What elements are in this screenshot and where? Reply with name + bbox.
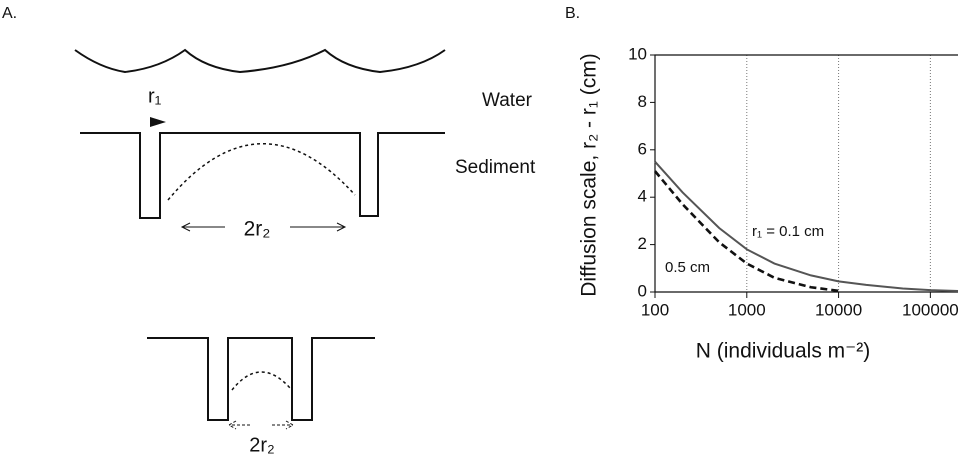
series-line	[654, 160, 959, 293]
diffusion-arc-narrow	[231, 371, 291, 391]
y-tick-label: 4	[638, 187, 647, 206]
arrows	[180, 222, 347, 430]
r1-arrow	[150, 117, 166, 127]
y-tick-label: 10	[628, 44, 647, 63]
arrow	[227, 420, 250, 430]
y-axis-label: Diffusion scale, r₂ - r₁ (cm)	[578, 53, 601, 297]
sediment-label: Sediment	[455, 157, 536, 178]
diffusion-arc-wide	[167, 143, 356, 201]
x-tick-label: 100	[641, 300, 669, 319]
x-tick-label: 1000	[728, 300, 766, 319]
sediment-burrow-wide	[80, 132, 445, 219]
x-tick-label: 10000	[815, 300, 862, 319]
y-tick-label: 2	[638, 234, 647, 253]
series-line	[654, 170, 839, 293]
arrow	[290, 222, 347, 232]
water-label: Water	[482, 90, 533, 111]
panel-label: A.	[2, 5, 17, 22]
x-tick-label: 100000	[902, 300, 959, 319]
sediment-burrow-narrow	[147, 337, 375, 421]
axes-frame	[654, 54, 958, 293]
y-tick-label: 6	[638, 139, 647, 158]
arrow	[180, 222, 225, 232]
arrow	[272, 420, 295, 430]
r1-label: r₁	[148, 85, 162, 107]
x-axis-label: N (individuals m⁻²)	[696, 340, 870, 363]
width-label: 2r₂	[249, 434, 275, 456]
series-label: 0.5 cm	[665, 259, 710, 276]
y-tick-label: 0	[638, 281, 647, 300]
diagram	[74, 48, 446, 430]
panel-label: B.	[565, 5, 580, 22]
series-label: r₁ = 0.1 cm	[752, 223, 824, 240]
water-surface	[74, 48, 446, 74]
y-tick-label: 8	[638, 92, 647, 111]
width-label: 2r₂	[244, 218, 271, 241]
